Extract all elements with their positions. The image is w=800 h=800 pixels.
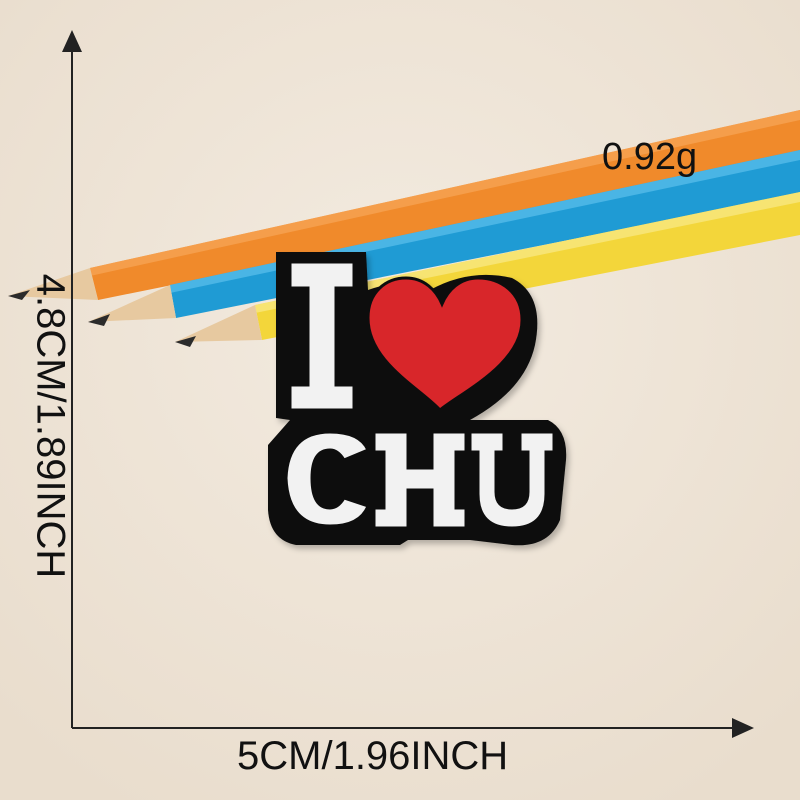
height-dimension-label: 4.8CM/1.89INCH xyxy=(28,273,73,579)
horizontal-dimension-arrow xyxy=(72,718,754,738)
patch xyxy=(268,252,567,546)
letter-u xyxy=(468,430,556,530)
pencil-orange xyxy=(8,110,800,300)
heart-icon xyxy=(366,276,524,413)
vertical-dimension-arrow xyxy=(62,30,82,728)
width-dimension-label: 5CM/1.96INCH xyxy=(237,734,509,778)
letter-c xyxy=(284,430,370,528)
letter-h xyxy=(372,430,468,530)
weight-label: 0.92g xyxy=(602,136,698,178)
letter-i xyxy=(288,260,356,412)
